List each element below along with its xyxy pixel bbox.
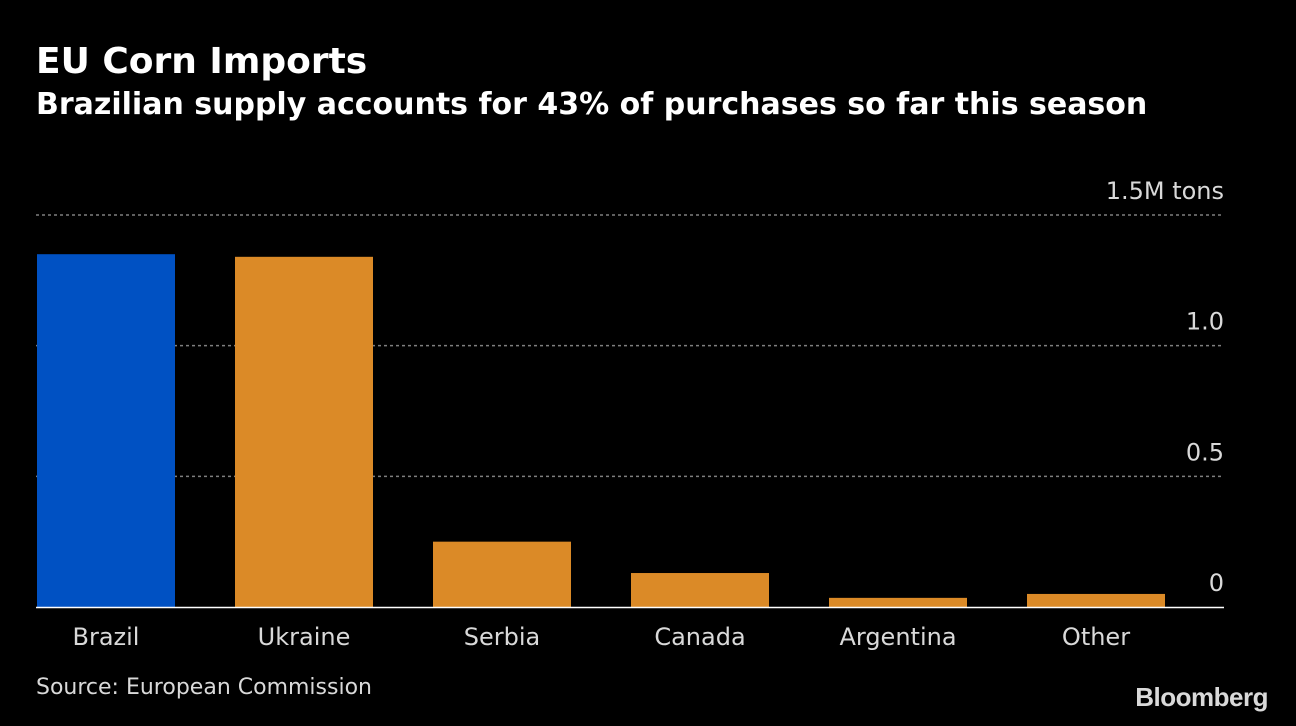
axes: 0 0.5 1.0 1.5M tons Brazil Ukraine Serbia Canad… (36, 177, 1224, 651)
x-tick-label: Serbia (464, 623, 540, 651)
x-tick-label: Other (1062, 623, 1130, 651)
bar-ukraine (235, 256, 373, 607)
y-tick-label: 1.5M tons (1106, 177, 1224, 205)
gridlines (36, 214, 1224, 478)
bar-serbia (433, 541, 571, 607)
x-tick-label: Argentina (839, 623, 956, 651)
bar-argentina (829, 597, 967, 607)
chart-subtitle: Brazilian supply accounts for 43% of pur… (36, 87, 1148, 122)
x-tick-label: Brazil (73, 623, 140, 651)
x-tick-label: Ukraine (258, 623, 351, 651)
y-tick-label: 0.5 (1186, 438, 1224, 466)
bar-brazil (37, 254, 175, 607)
source-note: Source: European Commission (36, 675, 372, 700)
y-tick-label: 0 (1209, 569, 1224, 597)
bloomberg-logo: Bloomberg (1135, 682, 1268, 712)
bars (37, 254, 1165, 607)
bar-canada (631, 573, 769, 607)
chart-title: EU Corn Imports (36, 41, 368, 82)
bar-other (1027, 593, 1165, 607)
x-tick-label: Canada (654, 623, 745, 651)
y-tick-label: 1.0 (1186, 308, 1224, 336)
